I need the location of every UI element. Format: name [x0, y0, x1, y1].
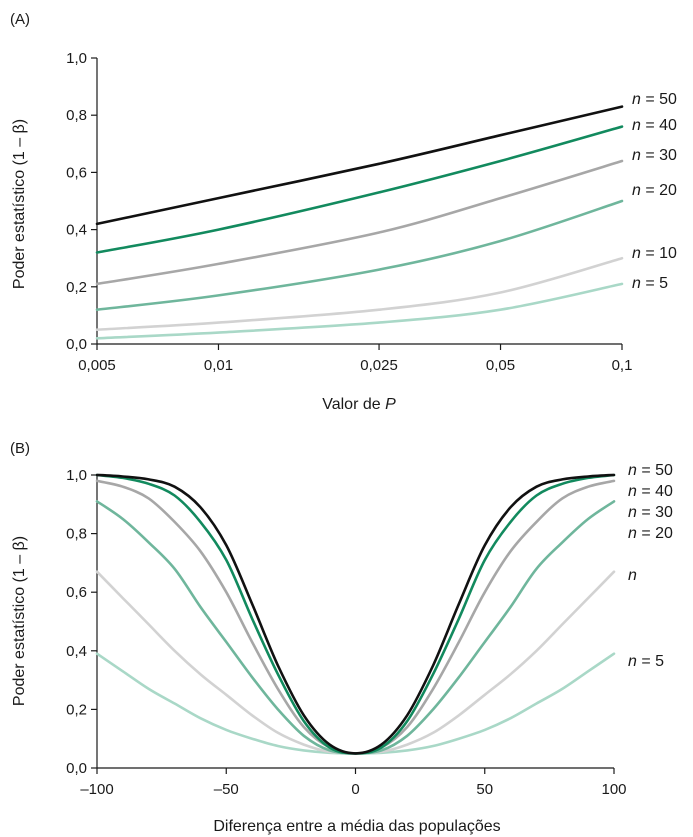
y-tick-label: 0,8 [66, 526, 87, 543]
y-tick-label: 0,8 [66, 107, 87, 124]
x-tick-label: 0,1 [612, 357, 633, 374]
x-tick-label: 0,01 [204, 357, 233, 374]
series-label-n40: n = 40 [628, 483, 673, 500]
series-line-n50 [95, 473, 616, 755]
panel-a-label: (A) [10, 11, 30, 28]
series-line-n40 [95, 125, 624, 254]
x-tick-label: –50 [214, 781, 239, 798]
y-tick-label: 0,6 [66, 164, 87, 181]
x-tick-label: 0,025 [360, 357, 398, 374]
y-tick-label: 1,0 [66, 467, 87, 484]
series-label-n20: n = 20 [628, 525, 673, 542]
series-line-n50 [95, 105, 624, 226]
panel-b-chart: (B) Poder estatístico (1 – β) 0,00,20,40… [10, 440, 673, 835]
x-tick-label: 100 [601, 781, 626, 798]
series-label-n40: n = 40 [632, 117, 677, 134]
series-line-n5 [95, 652, 616, 755]
x-tick-label: 0 [351, 781, 359, 798]
panel-b-x-axis-title: Diferença entre a média das populações [213, 818, 500, 835]
series-label-n10: n = 10 [632, 245, 677, 262]
y-tick-label: 0,0 [66, 336, 87, 353]
series-line-n10 [95, 570, 616, 755]
x-tick-label: –100 [80, 781, 113, 798]
series-label-n30: n = 30 [628, 504, 673, 521]
series-line-n20 [95, 500, 616, 755]
series-label-n5: n = 5 [628, 653, 664, 670]
series-label-n10: n [628, 567, 637, 584]
x-tick-label: 0,005 [78, 357, 116, 374]
y-tick-label: 0,4 [66, 222, 87, 239]
panel-b-series-lines [95, 473, 616, 755]
panel-a-series-labels: n = 50 n = 40 n = 30 n = 20 n = 10 n = 5 [632, 91, 677, 292]
y-tick-label: 0,0 [66, 760, 87, 777]
panel-b-series-labels: n = 50 n = 40 n = 30 n = 20 n n = 5 [628, 462, 673, 670]
panel-a-chart: (A) Poder estatístico (1 – β) 0,00,20,40… [10, 11, 677, 413]
series-line-n30 [95, 159, 624, 286]
series-label-n5: n = 5 [632, 275, 668, 292]
panel-a-x-ticks: 0,005 0,01 0,025 0,05 0,1 [78, 344, 632, 374]
series-label-n30: n = 30 [632, 147, 677, 164]
y-tick-label: 0,6 [66, 584, 87, 601]
series-label-n50: n = 50 [632, 91, 677, 108]
series-line-n5 [95, 282, 624, 340]
series-line-n40 [95, 473, 616, 755]
series-line-n10 [95, 256, 624, 331]
panel-a-series-lines [95, 105, 624, 340]
y-tick-label: 0,2 [66, 701, 87, 718]
y-tick-label: 0,2 [66, 279, 87, 296]
panel-b-y-axis-title: Poder estatístico (1 – β) [11, 536, 28, 706]
y-tick-label: 0,4 [66, 643, 87, 660]
y-tick-label: 1,0 [66, 50, 87, 67]
series-label-n20: n = 20 [632, 182, 677, 199]
series-line-n20 [95, 199, 624, 311]
panel-a-x-axis-title: Valor de P [322, 396, 396, 413]
panel-a-y-ticks: 0,0 0,2 0,4 0,6 0,8 1,0 [66, 50, 97, 353]
series-line-n30 [95, 479, 616, 755]
panel-b-y-ticks: 0,0 0,2 0,4 0,6 0,8 1,0 [66, 467, 97, 777]
panel-b-x-ticks: –100 –50 0 50 100 [80, 768, 627, 798]
x-tick-label: 50 [476, 781, 493, 798]
x-tick-label: 0,05 [486, 357, 515, 374]
panel-b-label: (B) [10, 440, 30, 457]
series-label-n50: n = 50 [628, 462, 673, 479]
panel-a-y-axis-title: Poder estatístico (1 – β) [11, 119, 28, 289]
